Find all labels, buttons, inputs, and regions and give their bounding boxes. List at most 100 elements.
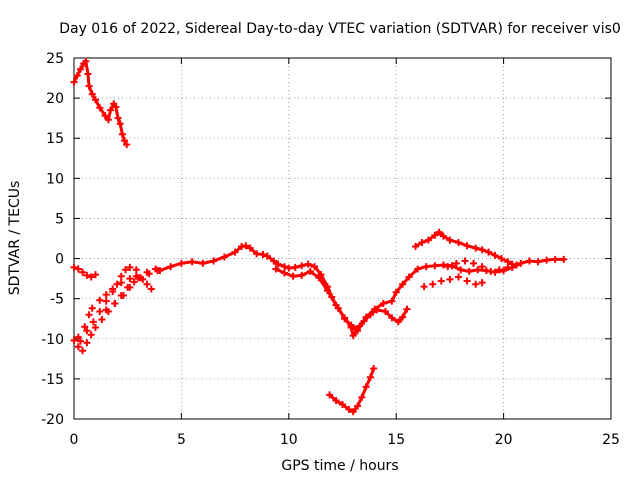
data-point [83,327,91,335]
series-trace [414,230,513,266]
data-point [379,299,387,307]
data-point [495,266,503,274]
data-point [113,280,121,288]
series-trace [72,59,128,146]
data-point [424,236,432,244]
data-point [332,301,340,309]
x-tick-label: 25 [602,432,620,448]
data-point [306,267,314,275]
data-point [478,279,486,287]
data-point [349,408,357,416]
data-point [114,114,122,122]
series-main-band-lower-branch [272,265,411,340]
data-point [120,137,128,145]
data-point [525,257,533,265]
data-point [341,314,349,322]
data-point [123,141,131,149]
data-point [122,266,130,274]
data-point [457,266,465,274]
series-early-negative-arcs [70,263,162,355]
data-point [274,260,282,268]
data-point [360,317,368,325]
data-point [74,333,82,341]
data-point [96,308,104,316]
data-point [73,72,81,80]
x-tick-label: 15 [387,432,405,448]
data-point [517,259,525,267]
data-point [102,306,110,314]
data-point [117,279,125,287]
data-point [431,231,439,239]
data-point [70,336,78,344]
y-tick-label: 25 [46,51,64,67]
data-point [246,244,254,252]
data-point [134,274,142,282]
data-point [323,287,331,295]
y-tick-label: 5 [55,211,64,227]
y-tick-label: -15 [41,372,64,388]
data-point [85,311,93,319]
data-point [291,263,299,271]
data-point [394,318,402,326]
data-point [118,130,126,138]
data-point [461,257,469,265]
data-point [143,280,151,288]
data-point [96,296,104,304]
data-point [347,324,355,332]
data-point [96,104,104,112]
data-point [139,275,147,283]
data-point [272,265,280,273]
data-point [270,257,278,265]
data-point [405,273,413,281]
data-point [403,305,411,313]
data-point [444,263,452,271]
data-point [91,324,99,332]
x-axis-label: GPS time / hours [281,458,398,474]
data-point [220,253,228,261]
data-point [177,259,185,267]
data-point [70,78,78,86]
data-point [463,242,471,250]
data-point [392,288,400,296]
data-point [534,258,542,266]
data-point [143,268,151,276]
data-point [470,259,478,267]
data-point [85,82,93,90]
data-point [107,106,115,114]
data-point [439,232,447,240]
data-point [253,250,261,258]
data-point [326,391,334,399]
data-point [289,272,297,280]
data-point [132,266,140,274]
series-high-early-arc [70,57,131,149]
series-afternoon-mid-arc [420,257,520,291]
data-point [167,263,175,271]
data-point [88,304,96,312]
data-point [412,243,420,251]
data-point [429,280,437,288]
data-point [259,251,267,259]
data-point [373,306,381,314]
data-point [70,263,78,271]
data-point [117,272,125,280]
y-tick-label: -10 [41,332,64,348]
data-point [285,264,293,272]
data-point [102,297,110,305]
data-point [431,262,439,270]
data-point [362,383,370,391]
data-point [83,339,91,347]
data-point [231,248,239,256]
data-point [82,57,90,65]
data-point [102,291,110,299]
data-point [126,263,134,271]
data-point [81,323,89,331]
data-point [74,265,82,273]
data-point [147,285,155,293]
data-point [242,242,250,250]
data-point [311,263,319,271]
y-tick-label: 0 [55,252,64,268]
data-point [439,261,447,269]
data-point [454,239,462,247]
data-point [87,273,95,281]
data-point [101,112,109,120]
